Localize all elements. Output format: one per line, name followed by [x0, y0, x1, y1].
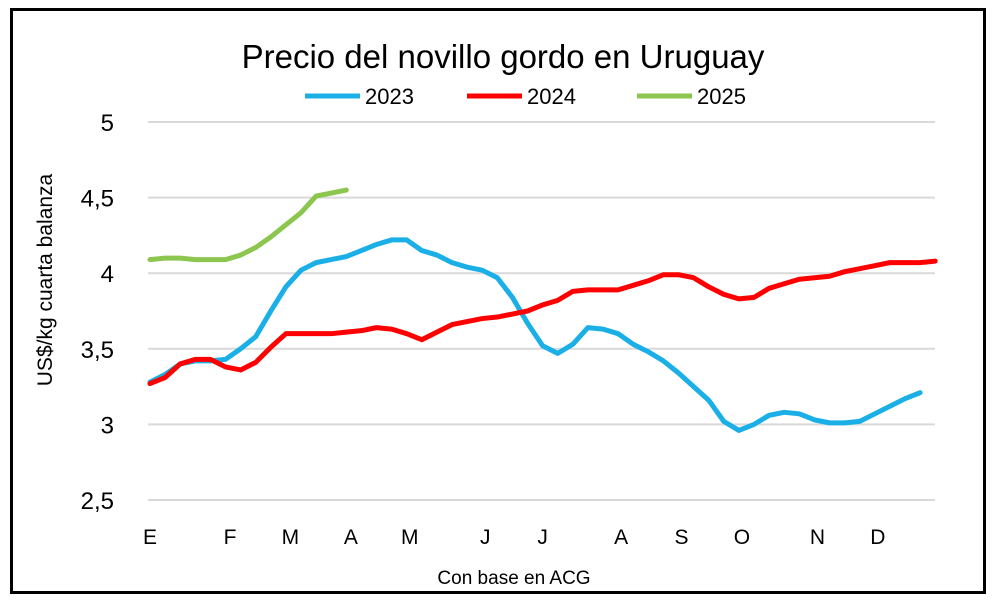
x-tick-label: J [480, 526, 491, 549]
x-tick-label: D [870, 526, 885, 549]
series-lines [147, 187, 938, 433]
x-tick-label: F [224, 526, 237, 549]
y-tick-label: 5 [101, 110, 114, 137]
x-axis-label: Con base en ACG [437, 568, 590, 589]
x-tick-label: A [614, 526, 628, 549]
series-line-2024 [147, 258, 938, 387]
x-tick-label: N [810, 526, 825, 549]
chart-frame [10, 8, 986, 594]
x-tick-label: A [344, 526, 358, 549]
legend-label-2023: 2023 [365, 84, 414, 109]
gridlines [148, 121, 935, 501]
y-tick-label: 4,5 [81, 186, 114, 213]
series-line-2025 [147, 187, 349, 263]
x-tick-label: M [401, 526, 419, 549]
series-line-2023 [147, 237, 923, 433]
legend-label-2025: 2025 [697, 84, 746, 109]
y-axis-label: US$/kg cuarta balanza [34, 173, 57, 386]
y-axis-ticks: 2,5 3 3,5 4 4,5 5 [81, 110, 114, 515]
x-tick-label: E [143, 526, 157, 549]
x-tick-label: S [675, 526, 689, 549]
chart-title: Precio del novillo gordo en Uruguay [242, 38, 765, 75]
x-tick-label: O [734, 526, 750, 549]
x-tick-label: M [282, 526, 300, 549]
y-tick-label: 4 [101, 261, 114, 288]
y-tick-label: 3,5 [81, 337, 114, 364]
y-tick-label: 3 [101, 412, 114, 439]
legend-label-2024: 2024 [527, 84, 576, 109]
x-tick-label: J [537, 526, 548, 549]
y-tick-label: 2,5 [81, 488, 114, 515]
legend: 2023 2024 2025 [305, 84, 746, 109]
